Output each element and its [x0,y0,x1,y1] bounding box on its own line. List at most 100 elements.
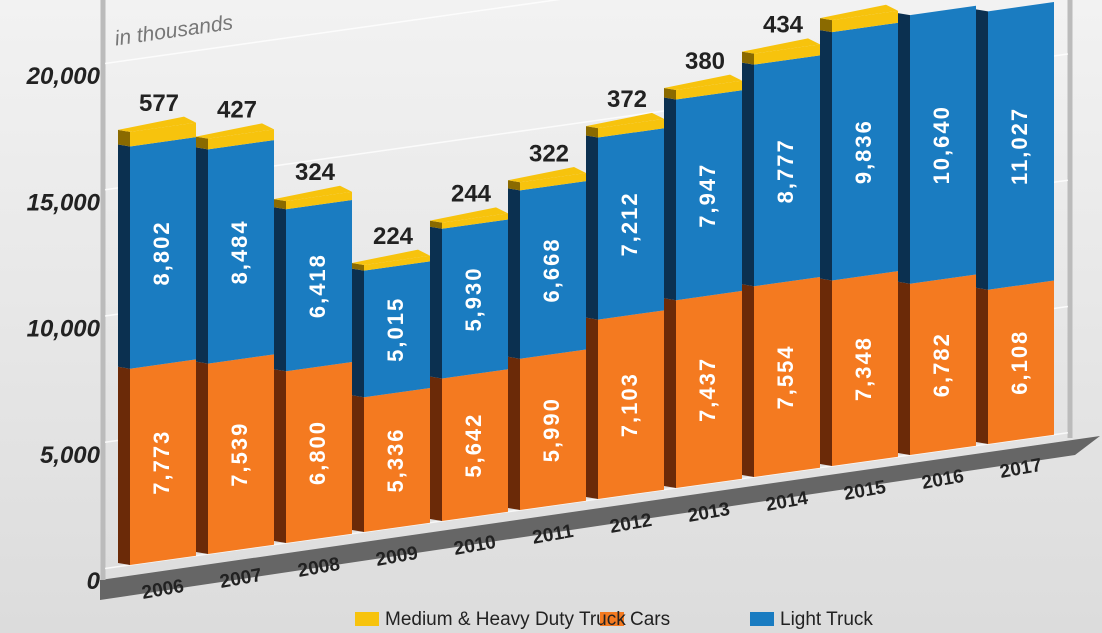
bar-side [508,180,520,191]
y-tick-label: 10,000 [27,316,101,343]
y-tick-label: 20,000 [26,63,101,90]
bar-side [898,281,910,455]
segment-label: 10,640 [929,105,954,184]
bar-side [196,136,208,150]
bar-segment [988,280,1054,444]
top-label: 577 [139,90,179,117]
floor [100,436,1100,600]
bar-top [742,38,820,54]
bar-top [118,116,196,132]
segment-label: 6,800 [305,420,330,485]
bar-side [118,129,130,147]
bar-segment [208,140,274,364]
bar-segment [442,369,508,521]
top-label: 324 [295,159,336,186]
y-tick-label: 15,000 [27,189,101,216]
bar-side [664,97,676,301]
bar-side [586,135,598,320]
top-label: 434 [763,12,804,39]
bar-side [508,188,520,359]
bar-side [430,376,442,521]
bar-side [820,278,832,466]
bar-side [430,220,442,229]
bar-segment [598,118,664,138]
bar-segment [676,90,742,301]
bar-segment [598,128,664,320]
bar-side [742,51,754,65]
segment-label: 5,990 [539,397,564,462]
segment-label: 8,802 [149,220,174,285]
segment-label: 8,484 [227,219,252,284]
bar-segment [130,122,196,147]
bar-segment [286,191,352,210]
legend-label: Medium & Heavy Duty Truck [385,609,626,630]
bar-side [118,144,130,369]
bar-side [820,18,832,33]
top-label: 322 [529,140,569,167]
bar-top [196,123,274,139]
bar-segment [442,213,508,229]
segment-label: 7,103 [617,372,642,437]
bar-segment [910,5,976,284]
bar-segment [598,310,664,499]
segment-label: 6,782 [929,332,954,397]
bar-side [274,369,286,543]
bar-segment [910,274,976,455]
bar-segment [208,354,274,554]
legend-swatch [750,612,774,626]
bar-side [508,356,520,510]
top-label: 476 [841,0,881,5]
segment-label: 8,777 [773,138,798,203]
bar-segment [754,276,820,477]
bar-segment [754,55,820,287]
segment-label: 11,027 [1007,107,1032,185]
top-label: 380 [685,48,725,75]
bar-segment [520,349,586,510]
segment-label: 6,108 [1007,330,1032,395]
legend-label: Light Truck [780,609,873,630]
bar-side [820,30,832,281]
bar-segment [364,261,430,398]
segment-label: 7,212 [617,191,642,256]
bar-top [820,4,898,21]
bar-side [430,226,442,379]
bar-side [742,62,754,287]
legend-swatch [600,612,624,626]
y-tick-label: 0 [87,568,101,595]
bar-side [664,298,676,488]
bar-side [976,287,988,444]
legend-label: Cars [630,609,670,630]
bar-segment [364,387,430,532]
bar-segment [442,219,508,379]
bar-side [586,317,598,499]
bar-segment [364,255,430,271]
segment-label: 5,642 [461,413,486,478]
bar-side [742,284,754,477]
bar-segment [286,199,352,372]
segment-label: 5,930 [461,266,486,331]
segment-label: 7,773 [149,430,174,495]
bar-segment [676,290,742,488]
segment-label: 9,836 [851,119,876,184]
bar-side [118,366,130,565]
segment-label: 5,336 [383,427,408,492]
segment-label: 7,947 [695,163,720,228]
bar-top [508,166,586,183]
segment-label: 7,554 [773,344,798,409]
segment-label: 6,668 [539,237,564,302]
bar-side [274,199,286,210]
legend-swatch [355,612,379,626]
bar-side [196,361,208,554]
segment-label: 7,437 [695,357,720,422]
top-label: 224 [373,223,414,250]
y-tick-label: 5,000 [40,442,101,469]
bar-segment [208,129,274,150]
bar-side [352,262,364,271]
bar-segment [520,172,586,191]
bar-segment [286,361,352,543]
grid-line [104,0,561,65]
bar-segment [130,137,196,369]
bar-segment [520,181,586,359]
top-label: 427 [217,97,257,124]
